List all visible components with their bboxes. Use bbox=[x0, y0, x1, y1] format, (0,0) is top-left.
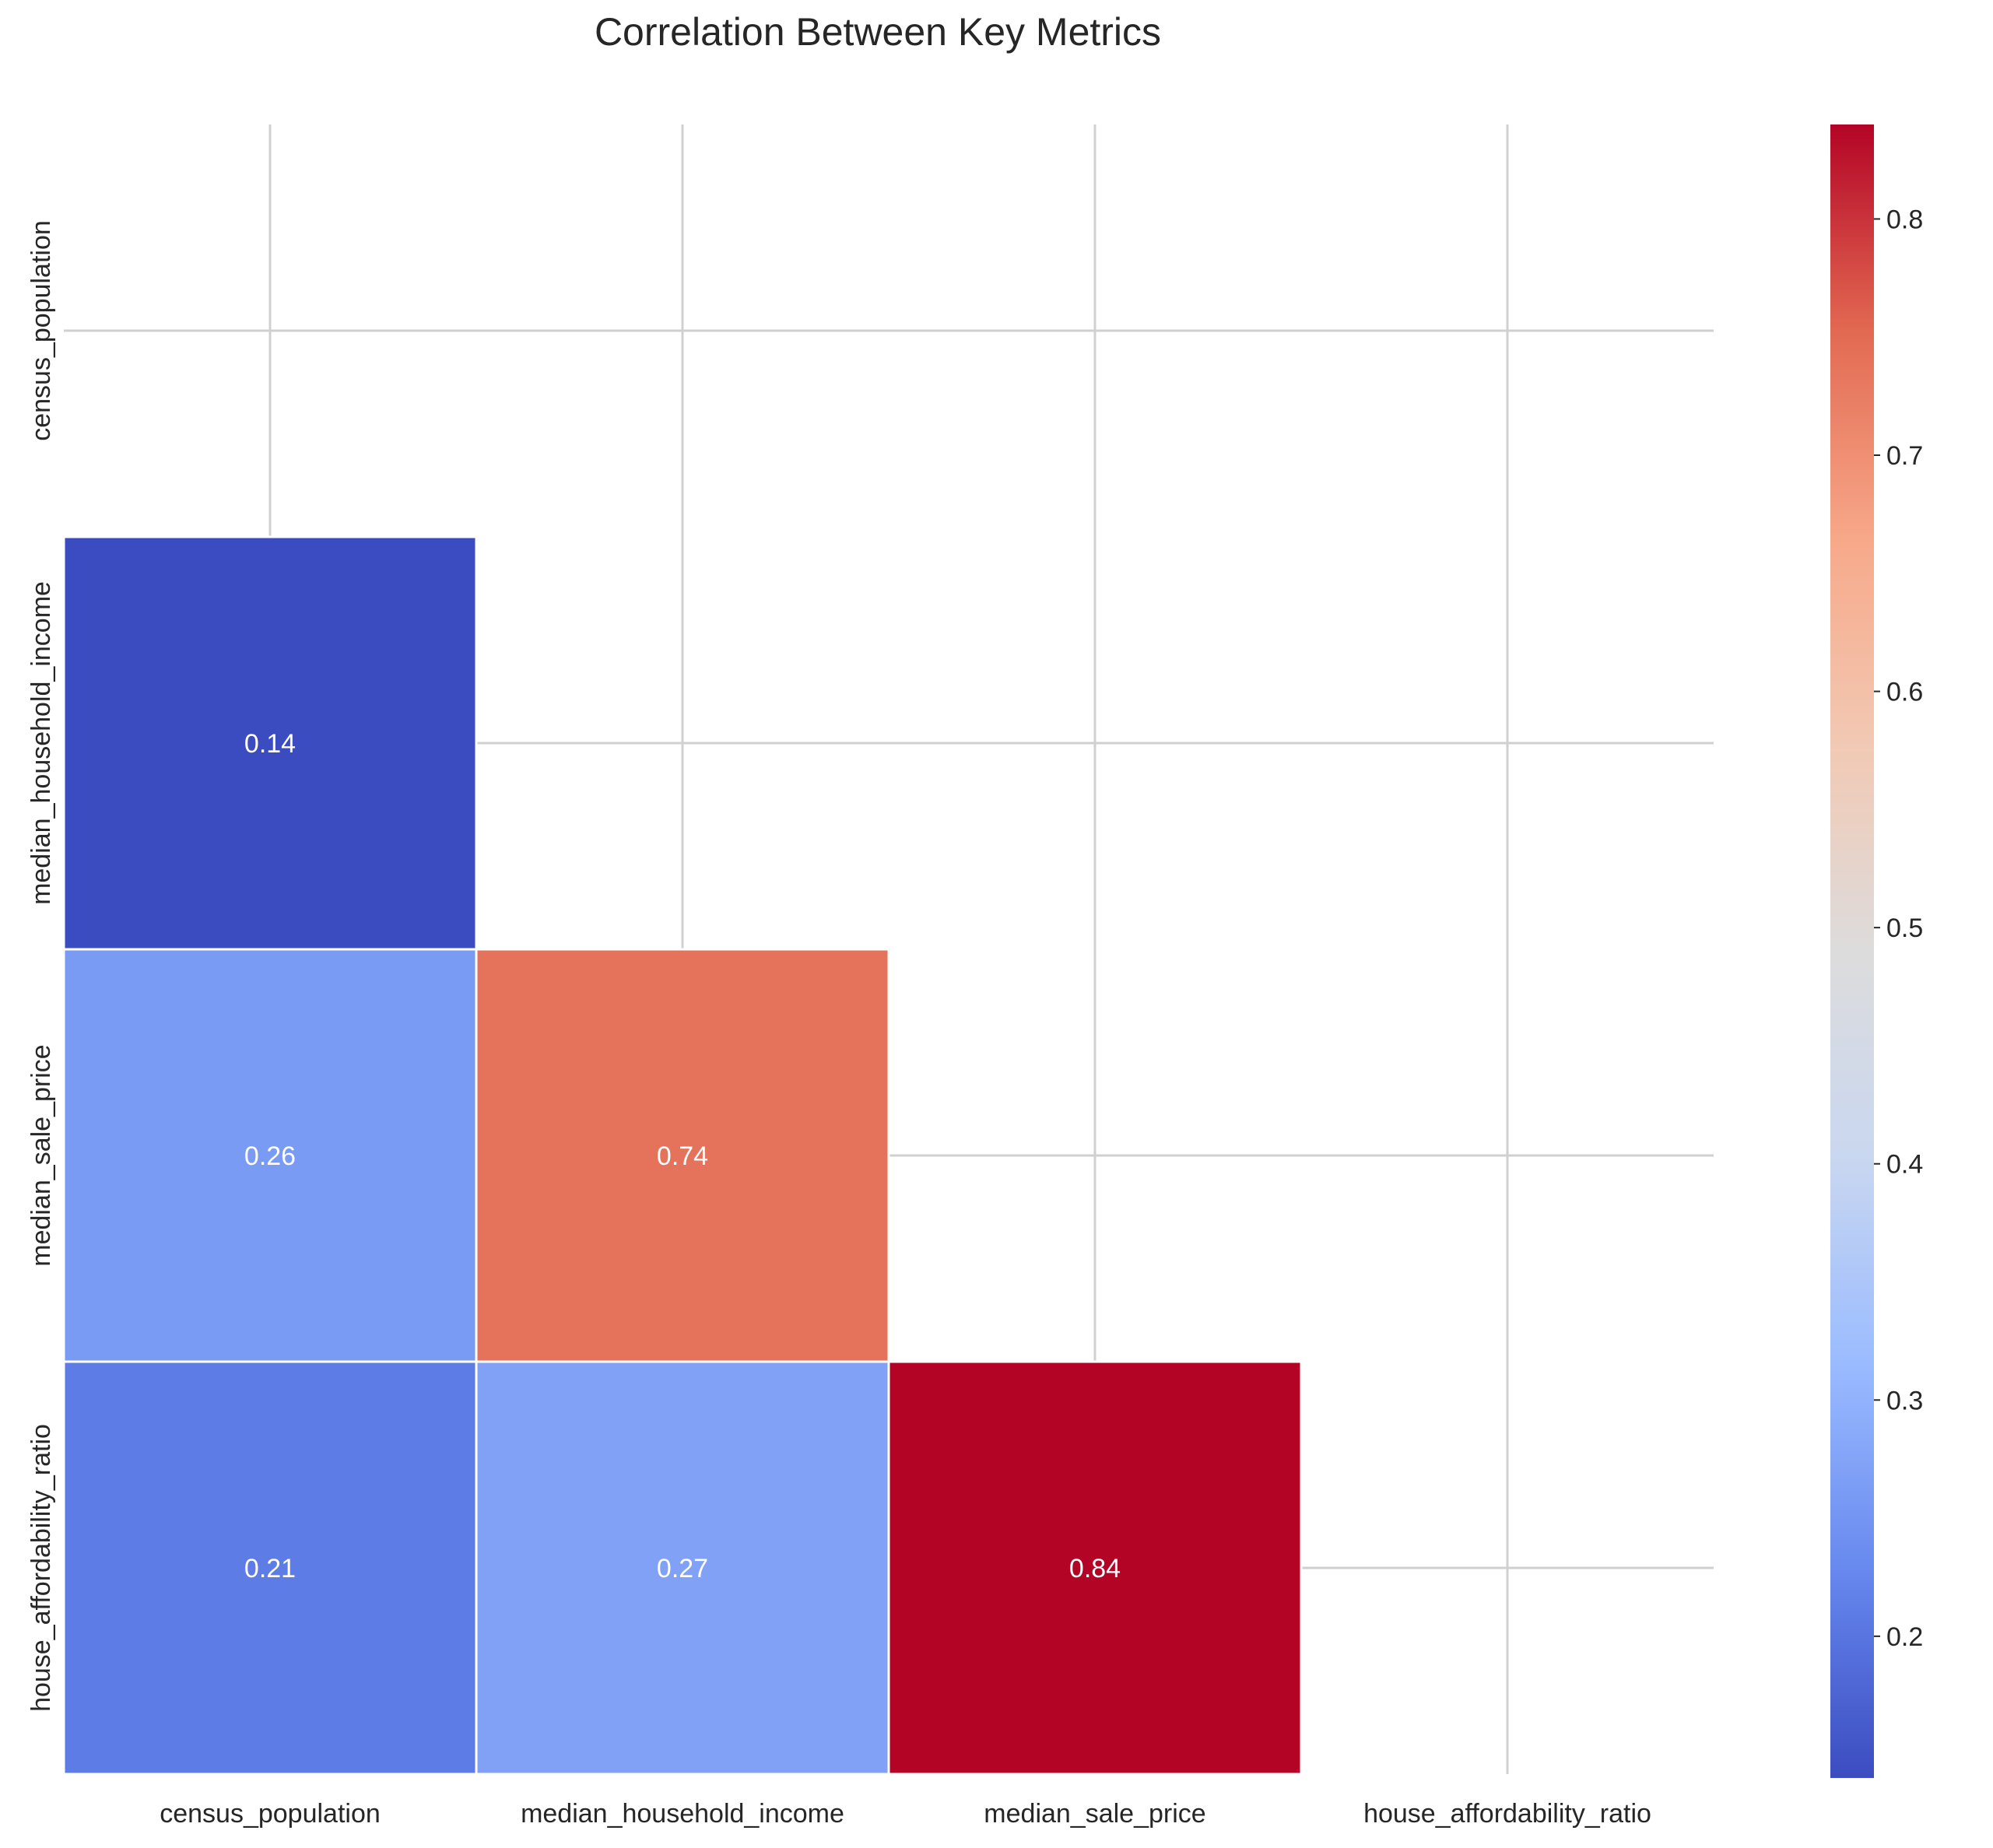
cell-value-label: 0.26 bbox=[244, 1141, 296, 1171]
colorbar-tick-label: 0.8 bbox=[1886, 205, 1923, 234]
x-tick-label-census-population: census_population bbox=[160, 1799, 381, 1829]
y-tick-label-median-sale-price: median_sale_price bbox=[26, 1044, 56, 1266]
cell-value-label: 0.21 bbox=[244, 1554, 296, 1583]
y-axis-tick-labels: census_population median_household_income… bbox=[26, 220, 56, 1712]
y-tick-label-census-population: census_population bbox=[26, 220, 56, 441]
colorbar-gradient bbox=[1830, 124, 1874, 1778]
colorbar-tick-label: 0.4 bbox=[1886, 1150, 1923, 1180]
cell-value-label: 0.84 bbox=[1069, 1554, 1121, 1583]
heatmap-cell-median-household-income-census-population bbox=[62, 535, 478, 951]
x-tick-label-house-affordability-ratio: house_affordability_ratio bbox=[1363, 1799, 1651, 1829]
colorbar-tick-label: 0.2 bbox=[1886, 1622, 1923, 1652]
heatmap-cell-house-affordability-ratio-median-household-income bbox=[475, 1360, 890, 1776]
y-tick-label-house-affordability-ratio: house_affordability_ratio bbox=[26, 1424, 56, 1712]
colorbar-tick-label: 0.5 bbox=[1886, 913, 1923, 943]
x-axis-tick-labels: census_population median_household_income… bbox=[160, 1799, 1651, 1829]
chart-title: Correlation Between Key Metrics bbox=[595, 10, 1161, 54]
heatmap-cells: 0.14 0.26 0.74 0.21 0.27 0.84 bbox=[62, 535, 1303, 1776]
cell-value-label: 0.14 bbox=[244, 729, 296, 759]
colorbar-tick-label: 0.6 bbox=[1886, 678, 1923, 707]
colorbar-tick-label: 0.3 bbox=[1886, 1386, 1923, 1415]
x-tick-label-median-household-income: median_household_income bbox=[521, 1799, 844, 1829]
cell-value-label: 0.74 bbox=[657, 1141, 708, 1171]
colorbar: 0.2 0.3 0.4 0.5 0.6 0.7 0.8 bbox=[1830, 124, 1923, 1778]
heatmap-cell-house-affordability-ratio-median-sale-price bbox=[887, 1360, 1303, 1776]
heatmap-cell-house-affordability-ratio-census-population bbox=[62, 1360, 478, 1776]
cell-value-label: 0.27 bbox=[657, 1554, 708, 1583]
y-tick-label-median-household-income: median_household_income bbox=[26, 581, 56, 905]
x-tick-label-median-sale-price: median_sale_price bbox=[984, 1799, 1205, 1829]
colorbar-tick-label: 0.7 bbox=[1886, 441, 1923, 471]
heatmap-cell-median-sale-price-median-household-income bbox=[475, 948, 890, 1363]
